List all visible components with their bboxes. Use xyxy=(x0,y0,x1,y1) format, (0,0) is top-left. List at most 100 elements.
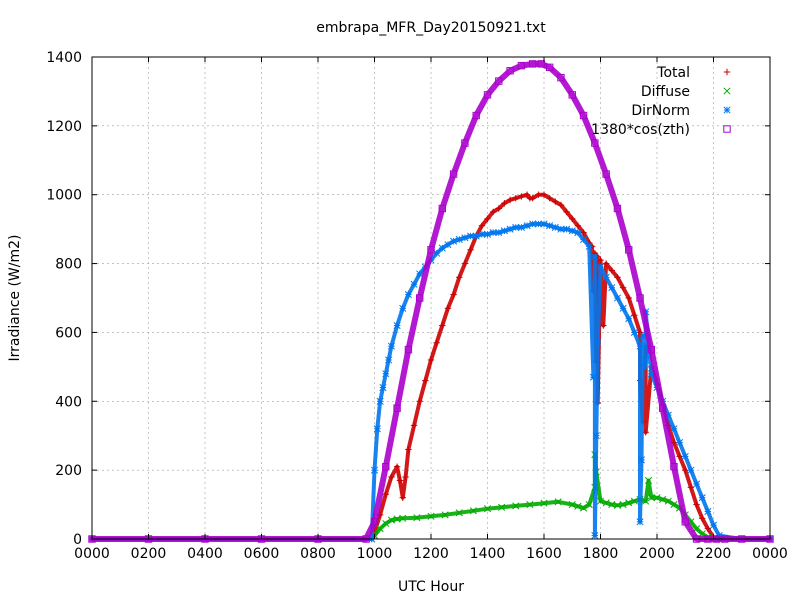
data-point xyxy=(495,229,503,237)
legend-marker xyxy=(723,125,731,133)
data-point xyxy=(540,220,548,228)
legend-marker xyxy=(723,106,731,114)
x-tick-label: 1400 xyxy=(470,546,506,562)
data-point xyxy=(644,476,653,485)
data-point xyxy=(444,241,452,249)
data-point xyxy=(687,466,695,474)
data-point xyxy=(472,232,480,240)
data-point xyxy=(422,377,429,384)
data-point xyxy=(506,196,514,204)
data-point xyxy=(563,225,571,233)
grid xyxy=(92,57,770,539)
data-point xyxy=(619,501,627,509)
data-point xyxy=(410,422,418,429)
data-point xyxy=(585,501,593,509)
legend: Total Diffuse DirNorm 1380*cos(zth) xyxy=(591,65,731,138)
data-point xyxy=(489,208,497,216)
data-point xyxy=(393,321,401,330)
data-point xyxy=(382,463,390,471)
data-point xyxy=(478,230,486,238)
y-tick-label: 400 xyxy=(55,394,82,410)
data-point xyxy=(670,463,678,471)
data-point xyxy=(540,499,548,507)
data-point xyxy=(596,497,605,505)
data-point xyxy=(676,439,684,447)
data-point xyxy=(416,294,424,302)
data-point xyxy=(399,304,407,312)
data-point xyxy=(637,456,646,464)
legend-label: 1380*cos(zth) xyxy=(591,122,690,138)
data-point xyxy=(625,315,633,323)
data-point xyxy=(416,398,423,405)
legend-marker xyxy=(723,87,731,95)
data-point xyxy=(379,383,387,392)
data-point xyxy=(388,473,395,481)
data-point xyxy=(670,501,678,509)
data-point xyxy=(404,345,413,354)
data-point xyxy=(466,232,475,240)
data-point xyxy=(574,502,582,510)
x-tick-label: 0200 xyxy=(131,546,167,562)
data-point xyxy=(681,452,689,460)
data-point xyxy=(574,222,582,229)
data-point xyxy=(699,515,706,522)
data-point xyxy=(619,304,627,312)
data-point xyxy=(484,215,491,223)
data-point xyxy=(370,518,379,526)
data-point xyxy=(461,234,469,242)
y-axis-label: Irradiance (W/m2) xyxy=(7,235,23,362)
data-point xyxy=(676,453,683,460)
data-point xyxy=(495,77,503,85)
data-point xyxy=(523,191,531,198)
data-point xyxy=(693,501,700,508)
x-tick-label: 0800 xyxy=(300,546,336,562)
data-point xyxy=(444,305,452,312)
data-point xyxy=(592,432,600,440)
data-point xyxy=(456,274,463,281)
data-point xyxy=(546,194,553,202)
data-point xyxy=(613,204,622,213)
data-point xyxy=(698,494,706,502)
plot-area xyxy=(88,60,774,543)
data-point xyxy=(540,191,548,198)
data-point xyxy=(636,294,644,302)
data-point xyxy=(512,502,520,510)
data-point xyxy=(640,363,648,371)
data-point xyxy=(376,525,384,533)
data-point xyxy=(438,244,446,252)
data-point xyxy=(501,200,508,207)
data-point xyxy=(608,284,616,292)
data-point xyxy=(602,273,610,281)
axis-ticks: 0000 0200 0400 0600 0800 1000 1200 1400 1600 1800… xyxy=(46,50,787,562)
data-point xyxy=(450,237,458,245)
data-point xyxy=(518,193,525,200)
data-point xyxy=(579,504,588,512)
data-point xyxy=(382,519,390,528)
data-point xyxy=(370,466,379,474)
data-point xyxy=(399,514,407,522)
data-point xyxy=(427,356,435,364)
x-tick-label: 1600 xyxy=(526,546,562,562)
data-point xyxy=(506,225,514,233)
data-point xyxy=(427,512,435,520)
data-point xyxy=(596,263,605,271)
data-point xyxy=(647,494,655,502)
data-point xyxy=(396,477,404,484)
data-point xyxy=(591,532,599,540)
data-point xyxy=(614,274,621,281)
data-point xyxy=(557,201,565,209)
x-tick-label: 0600 xyxy=(244,546,280,562)
data-point xyxy=(568,501,576,509)
data-point xyxy=(405,446,412,453)
data-point xyxy=(557,225,565,233)
data-point xyxy=(500,227,509,235)
data-point xyxy=(630,497,638,505)
data-point xyxy=(554,498,562,506)
y-tick-label: 800 xyxy=(55,257,82,273)
data-point xyxy=(537,60,545,68)
data-point xyxy=(557,73,565,82)
data-point xyxy=(630,328,638,336)
data-point xyxy=(647,345,656,354)
data-point xyxy=(439,322,446,329)
